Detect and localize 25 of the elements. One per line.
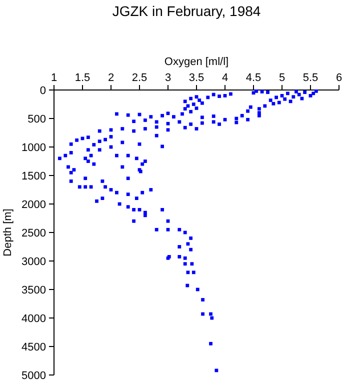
x-tick-label: 3.5	[188, 72, 204, 84]
y-tick-label: 4000	[22, 313, 46, 325]
y-tick-label: 4500	[22, 342, 46, 354]
x-tick-label: 4.5	[246, 72, 262, 84]
y-tick-label: 2000	[22, 199, 46, 211]
x-tick-label: 2	[108, 72, 114, 84]
y-axis-title: Depth [m]	[2, 208, 14, 256]
x-tick-label: 1.5	[74, 72, 90, 84]
x-tick-label: 3	[164, 72, 172, 84]
x-tick-label: 5	[278, 72, 286, 84]
y-tick-label: 2500	[22, 228, 46, 240]
y-tick-label: 500	[28, 114, 46, 126]
y-tick-label: 3500	[22, 284, 46, 296]
chart-title: JGZK in February, 1984	[112, 3, 261, 19]
y-tick-label: 5000	[22, 370, 46, 382]
x-tick-label: 2.5	[132, 72, 148, 84]
x-tick-label: 1	[50, 72, 58, 84]
y-tick-label: 0	[40, 85, 46, 97]
x-tick-label: 5.5	[302, 72, 318, 84]
x-axis-title: Oxygen [ml/l]	[164, 56, 229, 68]
y-tick-label: 3000	[22, 256, 46, 268]
x-tick-label: 6	[336, 72, 342, 84]
y-tick-label: 1000	[22, 142, 46, 154]
y-tick-label: 1500	[22, 170, 46, 182]
x-tick-label: 4	[222, 72, 228, 84]
